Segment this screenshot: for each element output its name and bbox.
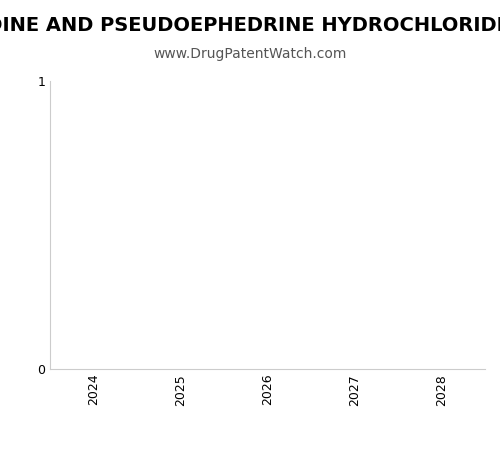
Text: www.DrugPatentWatch.com: www.DrugPatentWatch.com [154, 47, 346, 61]
Text: Patent Expirations for TRIPROLIDINE AND PSEUDOEPHEDRINE HYDROCHLORIDE: Patent Expirations for TRIPROLIDINE AND … [0, 16, 500, 35]
